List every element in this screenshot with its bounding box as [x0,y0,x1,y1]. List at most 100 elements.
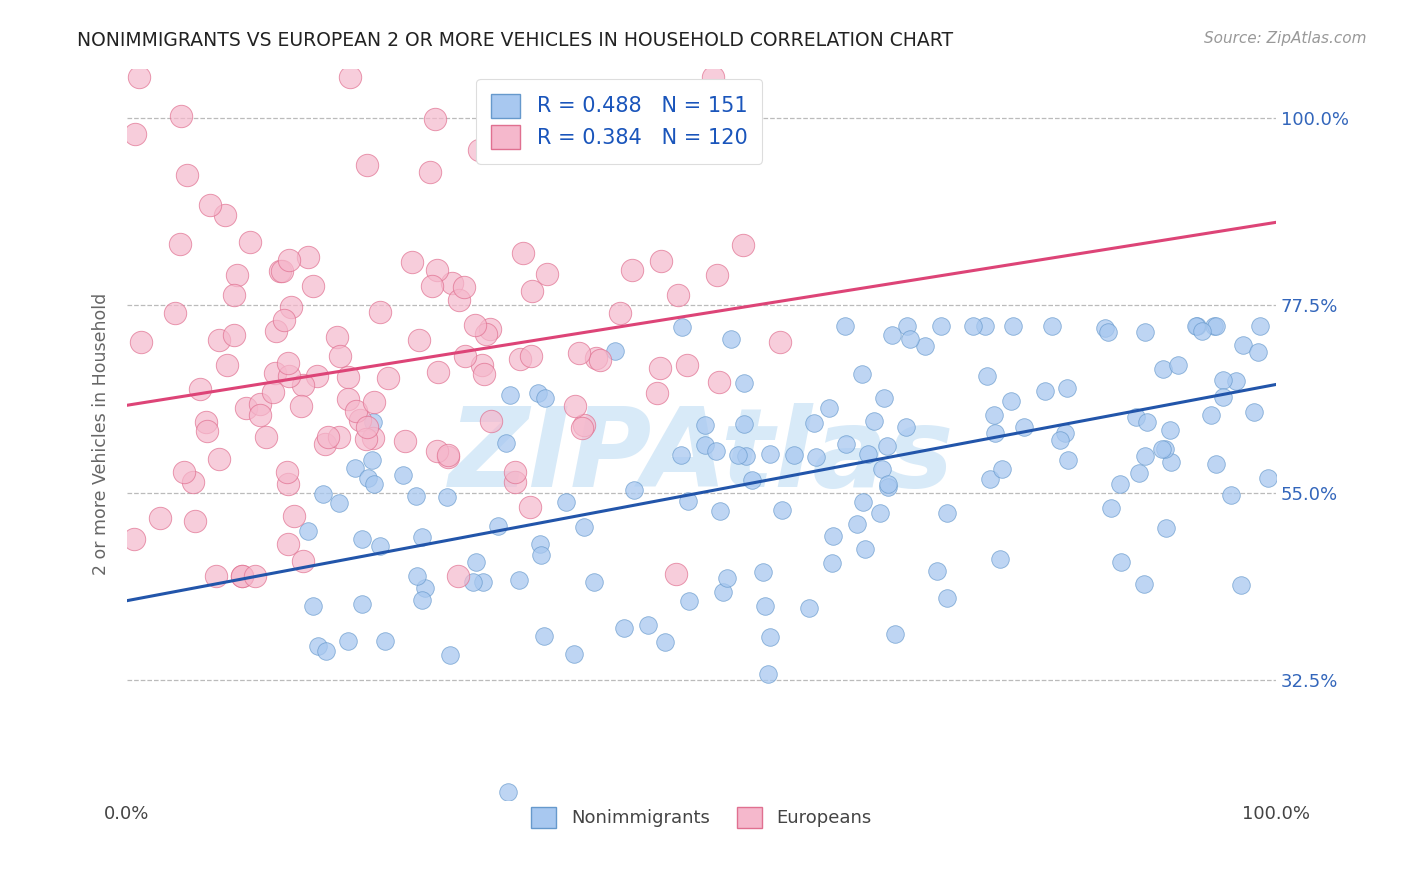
Point [208,333,231,347]
Point [437,448,460,462]
Point [519,349,541,363]
Point [368,540,391,554]
Point [453,280,475,294]
Point [464,318,486,332]
Point [1136,415,1159,429]
Point [356,420,378,434]
Point [896,420,918,434]
Point [534,144,557,158]
Point [572,519,595,533]
Point [856,447,879,461]
Point [509,352,531,367]
Point [568,346,591,360]
Point [465,555,488,569]
Point [231,568,253,582]
Point [1167,358,1189,372]
Point [273,313,295,327]
Text: NONIMMIGRANTS VS EUROPEAN 2 OR MORE VEHICLES IN HOUSEHOLD CORRELATION CHART: NONIMMIGRANTS VS EUROPEAN 2 OR MORE VEHI… [77,31,953,50]
Point [621,263,644,277]
Point [352,532,374,546]
Point [508,574,530,588]
Point [169,237,191,252]
Point [131,335,153,350]
Point [821,528,844,542]
Point [278,368,301,383]
Point [669,448,692,462]
Point [269,264,291,278]
Point [846,516,869,531]
Point [678,594,700,608]
Point [1056,381,1078,395]
Point [291,554,314,568]
Point [471,575,494,590]
Point [1133,449,1156,463]
Point [374,634,396,648]
Point [979,472,1001,486]
Point [759,447,782,461]
Point [307,640,329,654]
Point [770,503,793,517]
Point [292,377,315,392]
Point [329,349,352,363]
Point [1185,319,1208,334]
Point [249,408,271,422]
Point [181,475,204,490]
Point [727,449,749,463]
Point [419,165,441,179]
Point [870,461,893,475]
Point [440,276,463,290]
Point [339,70,361,84]
Point [198,198,221,212]
Point [503,465,526,479]
Point [609,306,631,320]
Point [357,470,380,484]
Point [224,288,246,302]
Point [704,443,727,458]
Point [326,330,349,344]
Point [401,254,423,268]
Point [962,319,984,334]
Point [222,328,245,343]
Point [564,647,586,661]
Point [976,369,998,384]
Point [1099,501,1122,516]
Text: ZIPAtlas: ZIPAtlas [449,403,955,510]
Point [411,530,433,544]
Point [195,424,218,438]
Point [270,264,292,278]
Point [853,541,876,556]
Point [1212,373,1234,387]
Point [344,461,367,475]
Point [1125,409,1147,424]
Point [204,568,226,582]
Point [706,268,728,282]
Point [344,404,367,418]
Point [898,332,921,346]
Point [239,235,262,249]
Point [702,70,724,84]
Point [851,367,873,381]
Point [262,385,284,400]
Point [337,634,360,648]
Point [408,333,430,347]
Point [1040,319,1063,334]
Point [1054,425,1077,440]
Point [277,537,299,551]
Point [974,319,997,334]
Point [190,382,212,396]
Point [711,585,734,599]
Point [315,644,337,658]
Point [1247,345,1270,359]
Point [449,293,471,307]
Point [472,367,495,381]
Point [297,524,319,539]
Point [276,465,298,479]
Point [337,392,360,406]
Point [176,168,198,182]
Point [436,490,458,504]
Point [361,452,384,467]
Point [328,496,350,510]
Point [873,391,896,405]
Point [471,358,494,372]
Point [512,246,534,260]
